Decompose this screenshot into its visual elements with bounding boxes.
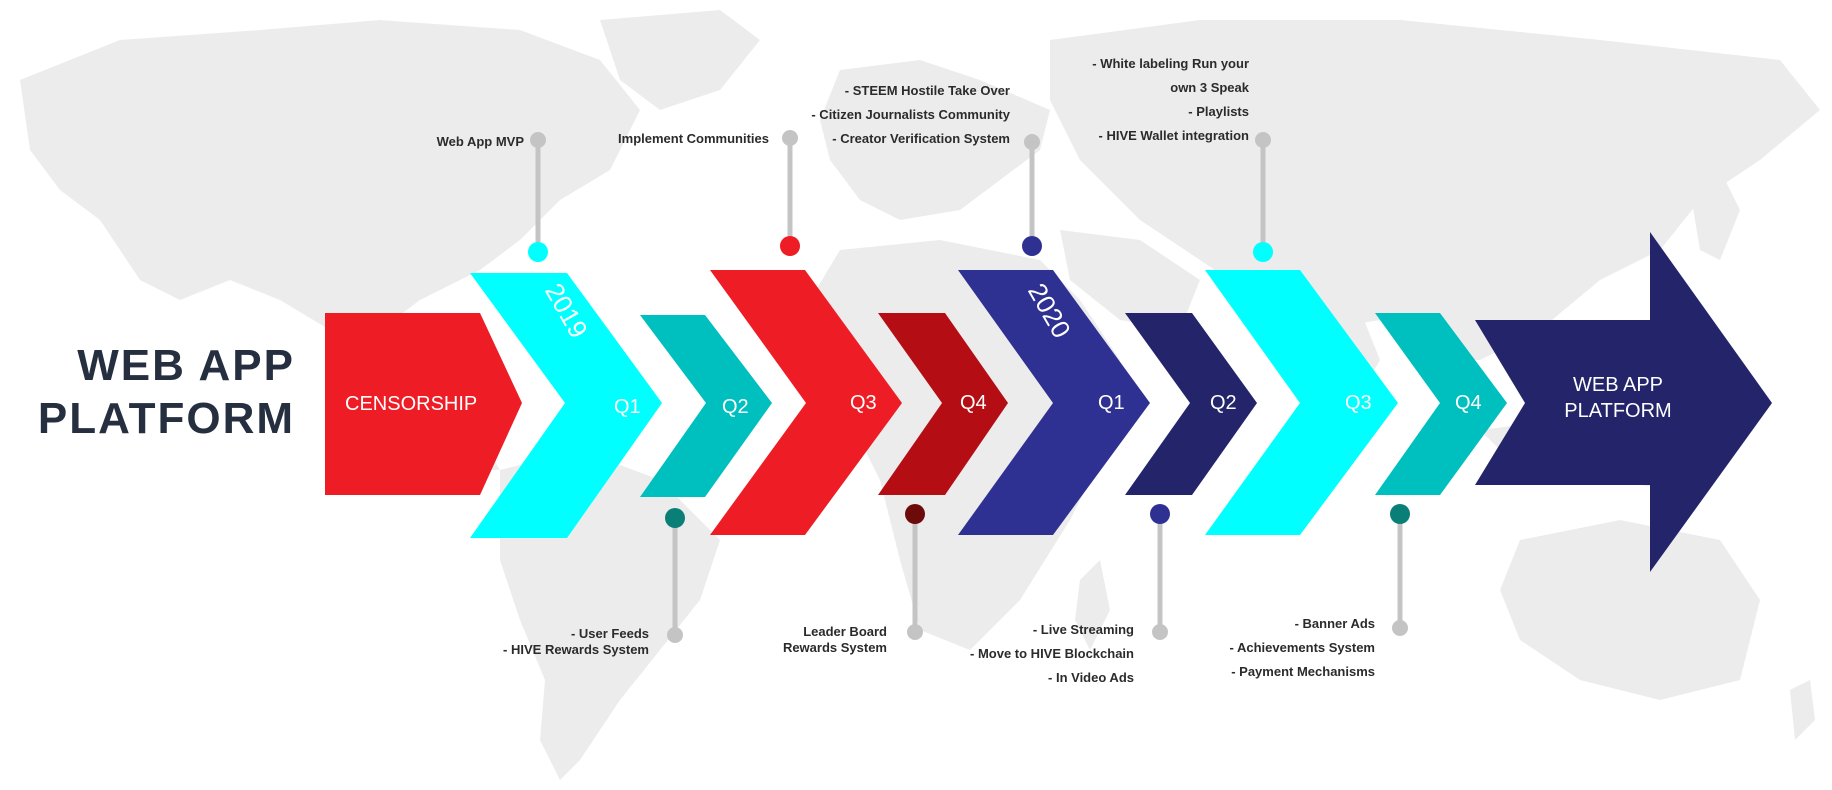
chevron-label-2020-q3: Q3 (1345, 392, 1372, 414)
milestone-stem-end-dot (1152, 624, 1168, 640)
milestone-text: - HIVE Rewards System (503, 642, 649, 657)
milestone-2020-q3: - White labeling Run your own 3 Speak - … (1092, 52, 1249, 148)
chevron-label-2019-q4: Q4 (960, 392, 987, 414)
chevron-label-2020-q4: Q4 (1455, 392, 1482, 414)
milestone-dot-2019_q3 (780, 236, 800, 256)
milestone-text: Rewards System (782, 640, 887, 655)
page-title-line1: WEB APP (77, 341, 295, 390)
chevron-censorship (325, 313, 522, 495)
milestone-text: - HIVE Wallet integration (1098, 128, 1249, 143)
chevron-2019-q2 (640, 315, 772, 497)
milestone-dot-2020_q4 (1390, 504, 1410, 524)
milestone-2019-q1: Web App MVP (437, 130, 524, 154)
milestone-stem-layer (528, 130, 1410, 643)
chevron-2020-q2 (1125, 313, 1257, 495)
milestone-text: Implement Communities (618, 131, 769, 146)
page-title-line2: PLATFORM (37, 394, 295, 443)
chevron-2020-q4 (1375, 313, 1507, 495)
milestone-text: own 3 Speak (1170, 80, 1249, 95)
milestone-dot-2020_q1 (1022, 236, 1042, 256)
milestone-text: - Move to HIVE Blockchain (970, 646, 1134, 661)
milestone-dot-2019_q1 (528, 242, 548, 262)
milestone-2020-q4: - Banner Ads - Achievements System - Pay… (1230, 612, 1375, 684)
milestone-stem-end-dot (530, 132, 546, 148)
milestone-stem-end-dot (1392, 620, 1408, 636)
milestone-2020-q2: - Live Streaming - Move to HIVE Blockcha… (970, 618, 1134, 690)
milestone-2020-q1: - STEEM Hostile Take Over - Citizen Jour… (811, 79, 1010, 151)
chevron-2020-q3 (1205, 270, 1398, 535)
milestone-text: - Payment Mechanisms (1231, 664, 1375, 679)
chevron-label-2019-q1: Q1 (614, 396, 641, 418)
milestone-dot-2019_q2 (665, 508, 685, 528)
milestone-2019-q3: Implement Communities (618, 127, 769, 151)
milestone-text: - User Feeds (570, 626, 649, 641)
milestone-stem-end-dot (1255, 132, 1271, 148)
milestone-dot-2020_q2 (1150, 504, 1170, 524)
chevron-label-2020-q1: Q1 (1098, 392, 1125, 414)
milestone-text: - Banner Ads (1294, 616, 1375, 631)
milestone-text: Leader Board (803, 624, 887, 639)
milestone-text: - Citizen Journalists Community (811, 107, 1010, 122)
milestone-text: - In Video Ads (1048, 670, 1134, 685)
chevron-label-2019-q2: Q2 (722, 396, 749, 418)
chevron-label-2019-q3: Q3 (850, 392, 877, 414)
chevron-label-censorship: CENSORSHIP (345, 393, 478, 415)
chevron-2019-q1 (470, 273, 662, 538)
end-arrow-label-line2: PLATFORM (1564, 400, 1672, 422)
chevron-2019-q3 (710, 270, 902, 535)
milestone-dot-2019_q4 (905, 504, 925, 524)
chevron-layer (325, 232, 1772, 572)
milestone-stem-end-dot (782, 130, 798, 146)
milestone-text: - Live Streaming (1032, 622, 1134, 637)
end-arrow-web-app-platform (1475, 232, 1772, 572)
milestone-text: Web App MVP (436, 134, 524, 149)
end-arrow-label-line1: WEB APP (1572, 374, 1664, 396)
milestone-stem-end-dot (907, 624, 923, 640)
milestone-text: - STEEM Hostile Take Over (844, 83, 1010, 98)
end-arrow-label: WEB APP PLATFORM (1518, 372, 1718, 424)
milestone-dot-2020_q3 (1253, 242, 1273, 262)
milestone-2019-q4: Leader Board Rewards System (783, 620, 887, 660)
chevron-2019-q4 (878, 313, 1008, 495)
milestone-stem-end-dot (667, 627, 683, 643)
milestone-text: - Creator Verification System (832, 131, 1010, 146)
chevron-2020-q1 (958, 270, 1150, 535)
milestone-text: - White labeling Run your (1092, 56, 1249, 71)
chevron-label-2020-q2: Q2 (1210, 392, 1237, 414)
milestone-text: - Playlists (1188, 104, 1249, 119)
milestone-text: - Achievements System (1229, 640, 1375, 655)
milestone-stem-end-dot (1024, 134, 1040, 150)
milestone-2019-q2: - User Feeds - HIVE Rewards System (503, 622, 649, 662)
